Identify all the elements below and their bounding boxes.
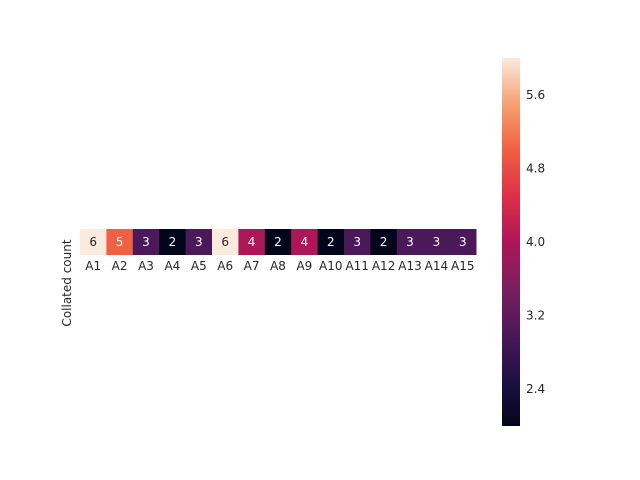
x-tick-label: A7 [244, 259, 260, 273]
heatmap-cell-A2 [106, 229, 134, 255]
heatmap-cell-A9 [291, 229, 319, 255]
x-tick-label: A11 [345, 259, 368, 273]
cell-value-label: 2 [274, 235, 282, 249]
heatmap-cell-A1 [80, 229, 107, 255]
cell-value-label: 4 [248, 235, 256, 249]
heatmap-cell-labels: 6 5 3 2 3 6 4 2 4 2 3 2 3 3 3 [89, 235, 466, 249]
cell-value-label: 3 [353, 235, 361, 249]
cell-value-label: 3 [142, 235, 150, 249]
cell-value-label: 3 [195, 235, 203, 249]
cell-value-label: 6 [221, 235, 229, 249]
cell-value-label: 2 [380, 235, 388, 249]
x-tick-label: A2 [112, 259, 128, 273]
x-tick-label: A6 [217, 259, 233, 273]
cell-value-label: 2 [169, 235, 177, 249]
colorbar-tick-label: 3.2 [526, 309, 545, 323]
heatmap-cell-A3 [132, 229, 160, 255]
x-tick-label: A14 [425, 259, 448, 273]
heatmap-cell-A11 [344, 229, 371, 255]
x-tick-label: A9 [296, 259, 312, 273]
cell-value-label: 3 [459, 235, 467, 249]
heatmap-cell-A14 [423, 229, 451, 255]
heatmap-cell-A5 [185, 229, 213, 255]
colorbar [502, 58, 520, 426]
heatmap-cell-A6 [212, 229, 239, 255]
cell-value-label: 5 [116, 235, 124, 249]
x-tick-label: A10 [319, 259, 342, 273]
heatmap-cell-A15 [449, 229, 477, 255]
colorbar-tick-label: 4.8 [526, 161, 545, 175]
cell-value-label: 3 [406, 235, 414, 249]
x-tick-label: A4 [164, 259, 180, 273]
cell-value-label: 4 [301, 235, 309, 249]
heatmap-cell-A10 [317, 229, 345, 255]
heatmap-cell-A7 [238, 229, 266, 255]
heatmap-cell-A8 [264, 229, 292, 255]
y-axis-label: Collated count [60, 239, 74, 326]
cell-value-label: 2 [327, 235, 335, 249]
colorbar-tick-label: 4.0 [526, 235, 545, 249]
x-tick-label: A13 [398, 259, 421, 273]
x-tick-label: A15 [451, 259, 474, 273]
x-tick-label: A12 [372, 259, 395, 273]
colorbar-tick-label: 2.4 [526, 382, 545, 396]
x-tick-label: A3 [138, 259, 154, 273]
x-tick-label: A5 [191, 259, 207, 273]
x-tick-label: A1 [85, 259, 101, 273]
heatmap-cell-A12 [370, 229, 398, 255]
x-axis-tick-labels: A1 A2 A3 A4 A5 A6 A7 A8 A9 A10 A11 A12 A13 A14 A15 [85, 259, 474, 273]
cell-value-label: 6 [89, 235, 97, 249]
x-tick-label: A8 [270, 259, 286, 273]
cell-value-label: 3 [433, 235, 441, 249]
colorbar-tick-label: 5.6 [526, 88, 545, 102]
colorbar-tick-labels: 2.4 3.2 4.0 4.8 5.6 [526, 88, 545, 396]
heatmap-cells [80, 229, 477, 255]
heatmap-cell-A4 [159, 229, 187, 255]
heatmap-cell-A13 [396, 229, 424, 255]
